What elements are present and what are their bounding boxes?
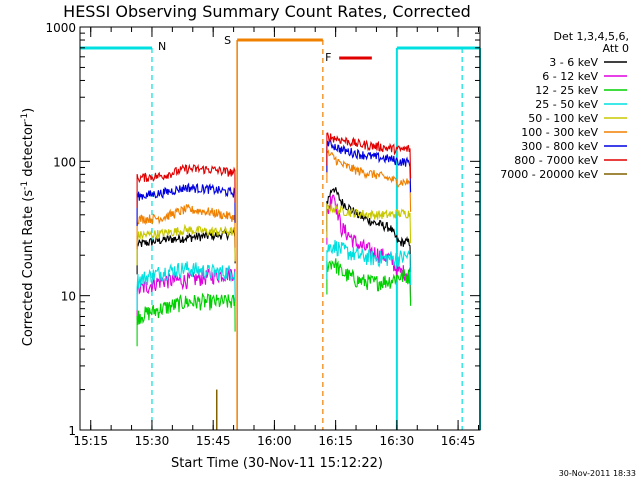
y-tick-label: 1000 (45, 21, 76, 35)
event-bars-layer: N S F (80, 34, 481, 430)
y-tick-label: 100 (53, 155, 76, 169)
legend-label: 300 - 800 keV (521, 140, 598, 153)
chart-title: HESSI Observing Summary Count Rates, Cor… (63, 2, 471, 21)
legend-label: 50 - 100 keV (528, 112, 598, 125)
y-tick-label: 10 (61, 290, 76, 304)
y-axis-label-mid: detector (21, 121, 36, 181)
legend-label: 12 - 25 keV (535, 84, 598, 97)
legend-label: 25 - 50 keV (535, 98, 598, 111)
y-axis-label: Corrected Count Rate (s-1 detector-1) (20, 108, 36, 346)
series-line-4-seg1 (136, 223, 236, 266)
series-line-2-seg2 (326, 258, 412, 306)
x-tick-label: 16:45 (441, 434, 476, 448)
series-line-3-seg2 (326, 239, 412, 286)
x-tick-label: 15:30 (135, 434, 170, 448)
legend-header-attenuator: Att 0 (603, 42, 629, 55)
x-tick-label: 16:15 (318, 434, 353, 448)
plot-frame (79, 26, 481, 431)
legend-label: 6 - 12 keV (542, 70, 598, 83)
night-label-1: N (158, 40, 166, 53)
x-tick-label: 16:30 (380, 434, 415, 448)
y-tick-label: 1 (68, 424, 76, 438)
y-axis-label-end: ) (21, 108, 36, 113)
series-line-5-seg2 (326, 149, 412, 212)
legend-label: 800 - 7000 keV (514, 154, 598, 167)
series-line-0-seg2 (326, 187, 412, 273)
flare-label: F (325, 51, 331, 64)
series-line-7-seg1 (136, 163, 236, 208)
legend-header-detectors: Det 1,3,4,5,6, (553, 30, 629, 43)
y-axis-label-sup2: -1 (20, 113, 30, 122)
series-line-3-seg1 (136, 261, 236, 311)
legend-label: 3 - 6 keV (549, 56, 598, 69)
x-tick-label: 15:45 (196, 434, 231, 448)
series-line-5-seg1 (136, 203, 236, 250)
footer-timestamp: 30-Nov-2011 18:33 (559, 469, 636, 478)
x-tick-label: 15:15 (73, 434, 108, 448)
series-line-6-seg2 (326, 138, 412, 193)
y-axis-label-sup1: -1 (20, 181, 30, 190)
x-axis-label: Start Time (30-Nov-11 15:12:22) (171, 456, 383, 471)
axes-layer: 15:15 15:30 15:45 16:00 16:15 16:30 16:45 1 10 10… (45, 21, 481, 448)
y-axis-label-main: Corrected Count Rate (s (21, 190, 36, 347)
series-line-7-seg2 (326, 132, 412, 179)
x-tick-label: 16:00 (257, 434, 292, 448)
series-line-6-seg1 (136, 182, 236, 226)
legend-label: 100 - 300 keV (521, 126, 598, 139)
series-layer (136, 132, 412, 430)
series-line-2-seg1 (136, 292, 236, 347)
series-line-4-seg2 (326, 202, 412, 244)
saa-label: S (224, 34, 231, 47)
legend-label: 7000 - 20000 keV (500, 168, 598, 181)
